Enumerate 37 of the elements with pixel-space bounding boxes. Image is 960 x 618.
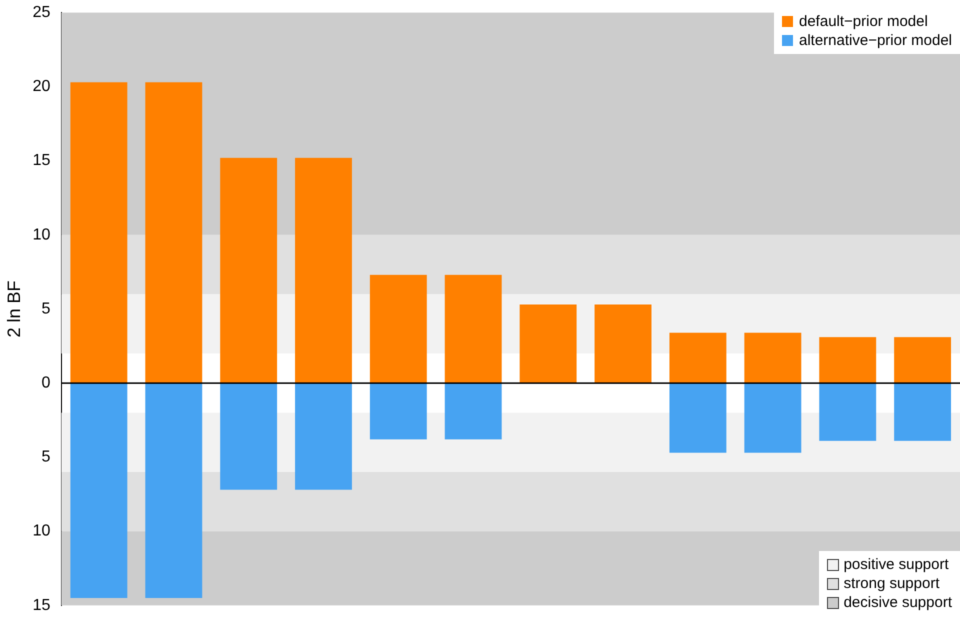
bar: [894, 337, 952, 384]
y-tick-label: 5: [41, 448, 50, 466]
bar: [70, 82, 128, 384]
y-axis-title: 2 ln BF: [4, 280, 24, 338]
legend-label: default−prior model: [798, 12, 929, 31]
legend-label: decisive support: [842, 593, 952, 612]
y-tick-label: 25: [32, 4, 50, 22]
y-tick-label: 5: [41, 300, 50, 318]
y-tick-label: 15: [32, 596, 50, 614]
bar: [669, 383, 726, 453]
bar: [594, 304, 652, 384]
bar: [819, 337, 876, 384]
legend-label: positive support: [842, 555, 950, 574]
legend-label: strong support: [842, 574, 940, 593]
y-tick-label: 10: [32, 522, 50, 540]
bar: [295, 158, 352, 384]
bar: [70, 383, 128, 598]
legend-label: alternative−prior model: [798, 31, 952, 50]
y-tick-label: 15: [32, 152, 50, 170]
bar: [220, 158, 278, 384]
bar: [444, 383, 502, 440]
bar: [295, 383, 352, 490]
bar: [145, 82, 202, 384]
bar: [894, 383, 952, 441]
y-tick-label: 10: [32, 226, 50, 244]
bar: [669, 332, 726, 384]
bar: [520, 304, 577, 384]
bar: [819, 383, 876, 441]
bar: [145, 383, 202, 598]
bar: [444, 274, 502, 384]
bar: [370, 383, 427, 440]
y-tick-label: 20: [32, 78, 50, 96]
bar: [220, 383, 278, 490]
y-tick-label: 0: [41, 374, 50, 392]
bar: [370, 274, 427, 384]
bar: [744, 332, 802, 384]
bar: [744, 383, 802, 453]
